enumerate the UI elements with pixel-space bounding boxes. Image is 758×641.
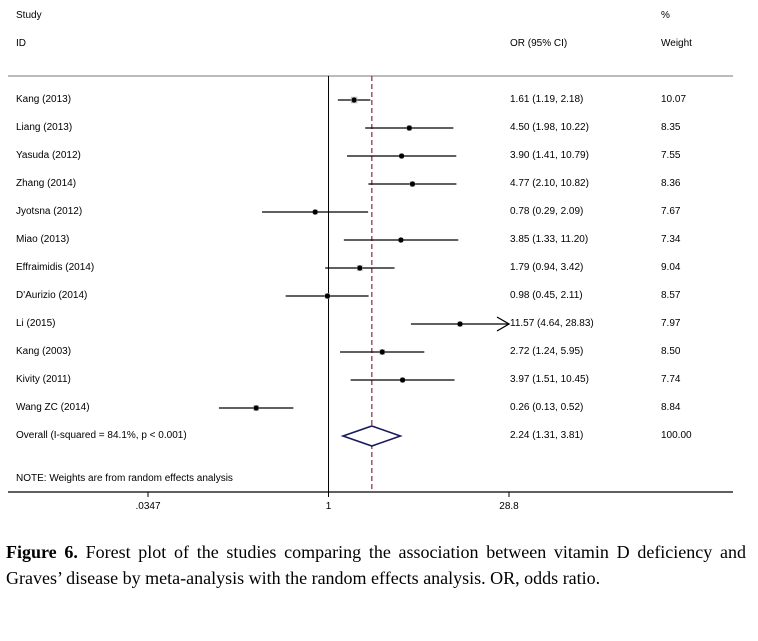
- study-id: Yasuda (2012): [16, 150, 81, 161]
- study-or-ci: 3.85 (1.33, 11.20): [510, 234, 589, 245]
- study-weight: 10.07: [661, 94, 687, 105]
- overall-diamond: [340, 425, 403, 447]
- study-id: Kivity (2011): [16, 374, 71, 385]
- ci-arrow: [496, 316, 511, 332]
- point-estimate: [398, 237, 404, 243]
- header-study: Study: [16, 10, 42, 21]
- x-tick-label: .0347: [135, 501, 160, 512]
- point-estimate: [357, 265, 363, 271]
- study-id: Miao (2013): [16, 234, 70, 245]
- study-id: Kang (2003): [16, 346, 72, 357]
- study-weight: 8.35: [661, 122, 681, 133]
- study-id: D'Aurizio (2014): [16, 290, 88, 301]
- study-or-ci: 1.61 (1.19, 2.18): [510, 94, 584, 105]
- point-estimate: [406, 125, 412, 131]
- study-weight: 8.57: [661, 290, 681, 301]
- point-estimate: [351, 97, 357, 103]
- study-weight: 8.50: [661, 346, 681, 357]
- study-id: Zhang (2014): [16, 178, 77, 189]
- study-weight: 7.97: [661, 318, 681, 329]
- study-weight: 8.84: [661, 402, 681, 413]
- point-estimate: [324, 293, 331, 299]
- study-id: Jyotsna (2012): [16, 206, 83, 217]
- study-or-ci: 3.97 (1.51, 10.45): [510, 374, 589, 385]
- caption-text: Forest plot of the studies comparing the…: [6, 542, 746, 588]
- header-or-ci: OR (95% CI): [510, 38, 568, 49]
- study-or-ci: 0.78 (0.29, 2.09): [510, 206, 584, 217]
- study-weight: 7.74: [661, 374, 681, 385]
- study-id: Kang (2013): [16, 94, 72, 105]
- point-estimate: [409, 181, 416, 187]
- study-or-ci: 3.90 (1.41, 10.79): [510, 150, 589, 161]
- point-estimate: [399, 153, 405, 159]
- study-id: Wang ZC (2014): [16, 402, 90, 413]
- overall-label: Overall (I-squared = 84.1%, p < 0.001): [16, 430, 187, 441]
- study-or-ci: 1.79 (0.94, 3.42): [510, 262, 584, 273]
- overall-weight: 100.00: [661, 430, 692, 441]
- study-weight: 7.55: [661, 150, 681, 161]
- point-estimate: [379, 349, 385, 355]
- study-or-ci: 4.77 (2.10, 10.82): [510, 178, 589, 189]
- study-id: Effraimidis (2014): [16, 262, 95, 273]
- x-tick-label: 1: [326, 501, 332, 512]
- study-weight: 7.67: [661, 206, 681, 217]
- point-estimate: [312, 209, 318, 215]
- study-id: Liang (2013): [16, 122, 73, 133]
- header-percent: %: [661, 10, 670, 21]
- x-tick-label: 28.8: [499, 501, 519, 512]
- study-or-ci: 2.72 (1.24, 5.95): [510, 346, 584, 357]
- study-id: Li (2015): [16, 318, 56, 329]
- study-weight: 8.36: [661, 178, 681, 189]
- study-or-ci: 11.57 (4.64, 28.83): [510, 318, 594, 329]
- header-weight: Weight: [661, 38, 692, 49]
- study-weight: 7.34: [661, 234, 681, 245]
- point-estimate: [253, 405, 259, 411]
- figure-caption: Figure 6. Forest plot of the studies com…: [6, 539, 746, 591]
- study-or-ci: 4.50 (1.98, 10.22): [510, 122, 589, 133]
- note-text: NOTE: Weights are from random effects an…: [16, 473, 233, 484]
- point-estimate: [399, 377, 406, 383]
- study-weight: 9.04: [661, 262, 681, 273]
- overall-or-ci: 2.24 (1.31, 3.81): [510, 430, 584, 441]
- forest-plot: .0347 1 28.8: [8, 75, 733, 512]
- study-or-ci: 0.26 (0.13, 0.52): [510, 402, 584, 413]
- caption-label: Figure 6.: [6, 542, 78, 562]
- header-id: ID: [16, 38, 26, 49]
- point-estimate: [457, 321, 463, 327]
- study-or-ci: 0.98 (0.45, 2.11): [510, 290, 583, 301]
